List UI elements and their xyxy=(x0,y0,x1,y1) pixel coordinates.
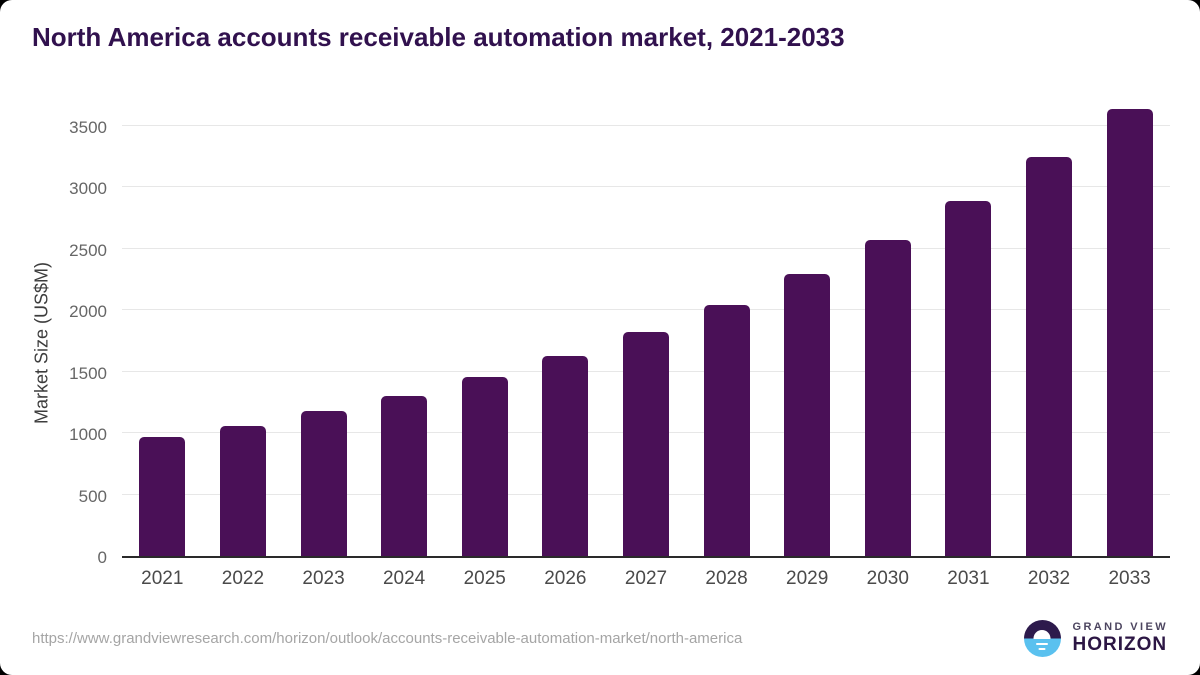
bar-slot-2024 xyxy=(364,128,445,556)
bar-slot-2021 xyxy=(122,128,203,556)
x-tick-2026: 2026 xyxy=(544,568,587,589)
y-tick-3500: 3500 xyxy=(69,118,107,137)
y-tick-3000: 3000 xyxy=(69,179,107,199)
brand-name-bottom: HORIZON xyxy=(1072,634,1168,655)
x-tick-2021: 2021 xyxy=(141,568,184,589)
bar-2030[interactable] xyxy=(864,240,911,556)
reflection-line-1 xyxy=(1036,642,1048,645)
x-axis-tick-labels: 2021 2022 2023 2024 2025 2026 2027 2028 2029 2030… xyxy=(122,568,1170,590)
x-tick-2028: 2028 xyxy=(705,568,748,589)
y-tick-500: 500 xyxy=(78,486,107,506)
y-tick-2500: 2500 xyxy=(69,240,107,260)
bar-2028[interactable] xyxy=(703,305,750,556)
x-tick-2025: 2025 xyxy=(463,568,506,589)
x-tick-2022: 2022 xyxy=(221,568,265,589)
bar-2031[interactable] xyxy=(945,200,992,556)
plot-area xyxy=(122,109,1170,558)
bar-slot-2031 xyxy=(928,128,1009,556)
y-tick-2000: 2000 xyxy=(69,302,107,322)
bar-slot-2030 xyxy=(847,128,928,556)
bar-slot-2026 xyxy=(525,128,606,556)
gridline-2500 xyxy=(122,247,1170,249)
y-axis-tick-labels: 0 500 1000 1500 2000 2500 3000 3500 xyxy=(0,119,107,567)
bar-2033[interactable] xyxy=(1106,109,1153,556)
reflection-line-2 xyxy=(1038,647,1046,650)
y-tick-1500: 1500 xyxy=(69,363,107,383)
y-tick-1000: 1000 xyxy=(69,425,107,445)
y-tick-0: 0 xyxy=(97,548,107,567)
bar-slot-2027 xyxy=(606,128,687,556)
bar-2029[interactable] xyxy=(784,274,831,556)
x-tick-2031: 2031 xyxy=(947,568,990,589)
x-tick-2027: 2027 xyxy=(624,568,668,589)
bar-slot-2022 xyxy=(203,128,284,556)
bar-2023[interactable] xyxy=(300,411,347,556)
bar-slot-2023 xyxy=(283,128,364,556)
x-tick-2030: 2030 xyxy=(866,568,909,589)
x-tick-2024: 2024 xyxy=(382,568,426,589)
bar-2032[interactable] xyxy=(1026,157,1072,556)
horizon-sunrise-icon xyxy=(1023,620,1061,657)
bar-series xyxy=(122,109,1170,556)
brand-name-top: GRAND VIEW xyxy=(1072,621,1168,633)
x-tick-2032: 2032 xyxy=(1027,568,1071,589)
brand-logo-text: GRAND VIEW HORIZON xyxy=(1073,621,1169,656)
chart-title: North America accounts receivable automa… xyxy=(32,22,845,52)
brand-logo: GRAND VIEW HORIZON xyxy=(1023,620,1169,657)
bar-2025[interactable] xyxy=(461,377,508,556)
bar-slot-2032 xyxy=(1009,128,1090,556)
bar-2027[interactable] xyxy=(622,332,669,556)
sunrise-arch-shape xyxy=(1033,630,1051,639)
bar-slot-2033 xyxy=(1089,109,1170,556)
bar-2026[interactable] xyxy=(542,356,589,556)
bar-2024[interactable] xyxy=(381,395,428,556)
gridline-2000 xyxy=(122,309,1170,311)
gridline-3000 xyxy=(122,186,1170,188)
bar-2022[interactable] xyxy=(219,425,266,556)
x-tick-2023: 2023 xyxy=(302,568,345,589)
gridline-3500 xyxy=(122,125,1170,126)
bar-2021[interactable] xyxy=(139,437,186,556)
source-url: https://www.grandviewresearch.com/horizo… xyxy=(32,630,743,647)
bar-slot-2028 xyxy=(686,128,767,556)
bar-slot-2029 xyxy=(767,128,848,556)
bar-slot-2025 xyxy=(444,128,525,556)
x-tick-2029: 2029 xyxy=(786,568,829,589)
x-tick-2033: 2033 xyxy=(1108,568,1151,589)
